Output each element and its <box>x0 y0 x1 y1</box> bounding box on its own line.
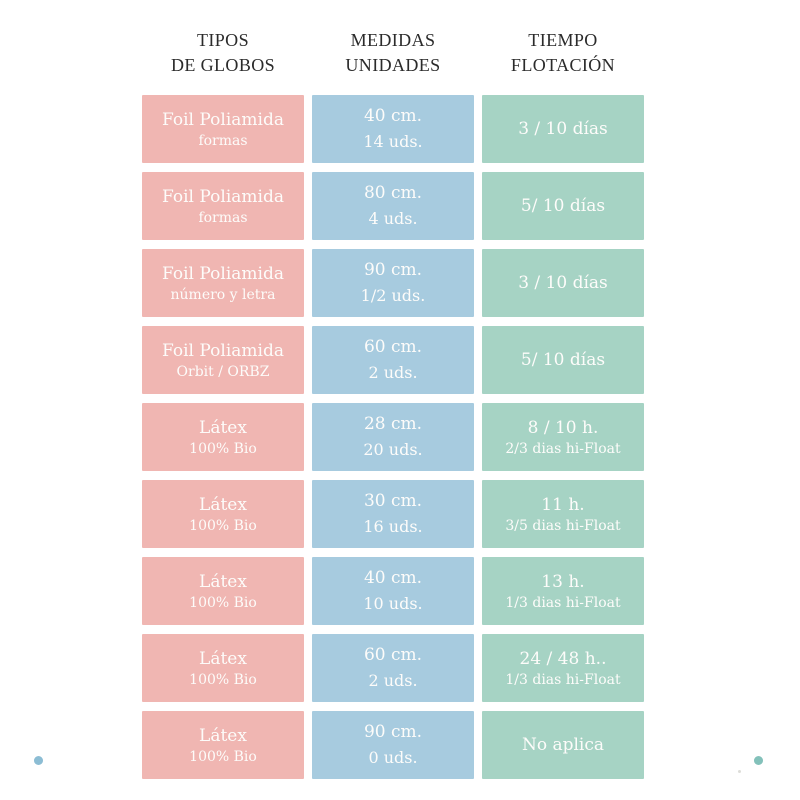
measure-units: 2 uds. <box>368 671 418 690</box>
float-time-cell: 24 / 48 h.. 1/3 dias hi-Float <box>482 634 644 702</box>
measure-size: 40 cm. <box>363 568 423 588</box>
float-time-detail: 1/3 dias hi-Float <box>505 594 621 611</box>
measure-units-cell: 80 cm. 4 uds. <box>312 172 474 240</box>
balloon-type-name: Foil Poliamida <box>162 263 284 284</box>
balloon-type-detail: 100% Bio <box>189 594 257 611</box>
balloon-type-name: Látex <box>199 494 247 515</box>
balloon-type-detail: 100% Bio <box>189 517 257 534</box>
measure-units: 16 uds. <box>363 517 423 536</box>
decorative-dot-teal <box>754 756 763 765</box>
balloon-type-name: Látex <box>199 648 247 669</box>
measure-size: 60 cm. <box>363 337 423 357</box>
measure-units-cell: 60 cm. 2 uds. <box>312 326 474 394</box>
measure-units: 14 uds. <box>363 132 423 151</box>
measure-units-cell: 30 cm. 16 uds. <box>312 480 474 548</box>
balloon-type-name: Foil Poliamida <box>162 186 284 207</box>
measure-units-cell: 90 cm. 1/2 uds. <box>312 249 474 317</box>
balloon-type-cell: Látex 100% Bio <box>142 403 304 471</box>
balloon-type-detail: 100% Bio <box>189 748 257 765</box>
table-headers: TIPOS DE GLOBOS MEDIDAS UNIDADES TIEMPO … <box>142 28 642 78</box>
float-time-detail: 1/3 dias hi-Float <box>505 671 621 688</box>
measure-units: 4 uds. <box>368 209 418 228</box>
measure-units: 10 uds. <box>363 594 423 613</box>
balloon-type-detail: formas <box>198 209 248 226</box>
measure-size: 90 cm. <box>363 260 423 280</box>
measure-units-cell: 40 cm. 14 uds. <box>312 95 474 163</box>
balloon-type-cell: Foil Poliamida número y letra <box>142 249 304 317</box>
float-time-cell: 5/ 10 días <box>482 172 644 240</box>
measure-units-cell: 40 cm. 10 uds. <box>312 557 474 625</box>
balloon-type-cell: Látex 100% Bio <box>142 711 304 779</box>
header-line: DE GLOBOS <box>170 55 276 75</box>
header-line: UNIDADES <box>345 55 441 75</box>
header-line: TIPOS <box>196 30 249 50</box>
balloon-type-detail: 100% Bio <box>189 440 257 457</box>
measure-size: 80 cm. <box>363 183 423 203</box>
float-time: 11 h. <box>541 494 585 515</box>
float-time: 13 h. <box>541 571 585 592</box>
measure-units-cell: 28 cm. 20 uds. <box>312 403 474 471</box>
balloon-type-detail: 100% Bio <box>189 671 257 688</box>
balloon-type-cell: Foil Poliamida formas <box>142 95 304 163</box>
header-line: TIEMPO <box>528 30 598 50</box>
measure-size: 90 cm. <box>363 722 423 742</box>
float-time-cell: 3 / 10 días <box>482 95 644 163</box>
measure-size: 28 cm. <box>363 414 423 434</box>
balloon-type-cell: Látex 100% Bio <box>142 634 304 702</box>
measure-size: 60 cm. <box>363 645 423 665</box>
float-time: 3 / 10 días <box>518 273 608 293</box>
float-time-cell: 8 / 10 h. 2/3 dias hi-Float <box>482 403 644 471</box>
balloon-type-name: Foil Poliamida <box>162 340 284 361</box>
measure-units: 2 uds. <box>368 363 418 382</box>
balloon-type-cell: Látex 100% Bio <box>142 480 304 548</box>
balloon-type-detail: Orbit / ORBZ <box>176 363 270 380</box>
header-line: MEDIDAS <box>350 30 436 50</box>
float-time: 5/ 10 días <box>520 196 606 216</box>
balloon-type-name: Látex <box>199 725 247 746</box>
balloon-type-detail: formas <box>198 132 248 149</box>
balloon-type-cell: Látex 100% Bio <box>142 557 304 625</box>
measure-units: 20 uds. <box>363 440 423 459</box>
balloon-type-cell: Foil Poliamida Orbit / ORBZ <box>142 326 304 394</box>
float-time-cell: 13 h. 1/3 dias hi-Float <box>482 557 644 625</box>
float-time-detail: 2/3 dias hi-Float <box>505 440 621 457</box>
float-time: No aplica <box>521 735 605 755</box>
balloon-type-name: Foil Poliamida <box>162 109 284 130</box>
float-time-cell: 5/ 10 días <box>482 326 644 394</box>
measure-units-cell: 90 cm. 0 uds. <box>312 711 474 779</box>
decorative-dot-blue <box>34 756 43 765</box>
balloon-type-name: Látex <box>199 571 247 592</box>
float-time: 5/ 10 días <box>520 350 606 370</box>
float-time-cell: 11 h. 3/5 dias hi-Float <box>482 480 644 548</box>
balloon-type-cell: Foil Poliamida formas <box>142 172 304 240</box>
float-time: 8 / 10 h. <box>527 417 599 438</box>
measure-units: 1/2 uds. <box>360 286 426 305</box>
measure-units-cell: 60 cm. 2 uds. <box>312 634 474 702</box>
float-time: 3 / 10 días <box>518 119 608 139</box>
float-time-cell: 3 / 10 días <box>482 249 644 317</box>
balloon-type-name: Látex <box>199 417 247 438</box>
float-time-cell: No aplica <box>482 711 644 779</box>
balloon-type-detail: número y letra <box>170 286 276 303</box>
table-body: Foil Poliamida formas 40 cm. 14 uds. 3 /… <box>142 95 644 779</box>
float-time-detail: 3/5 dias hi-Float <box>505 517 621 534</box>
header-medidas-unidades: MEDIDAS UNIDADES <box>312 28 474 78</box>
float-time: 24 / 48 h.. <box>519 648 607 669</box>
header-tipos-de-globos: TIPOS DE GLOBOS <box>142 28 304 78</box>
decorative-dot-tiny <box>738 770 741 773</box>
header-line: FLOTACIÓN <box>510 55 616 75</box>
measure-size: 30 cm. <box>363 491 423 511</box>
header-tiempo-flotacion: TIEMPO FLOTACIÓN <box>482 28 644 78</box>
measure-size: 40 cm. <box>363 106 423 126</box>
measure-units: 0 uds. <box>368 748 418 767</box>
